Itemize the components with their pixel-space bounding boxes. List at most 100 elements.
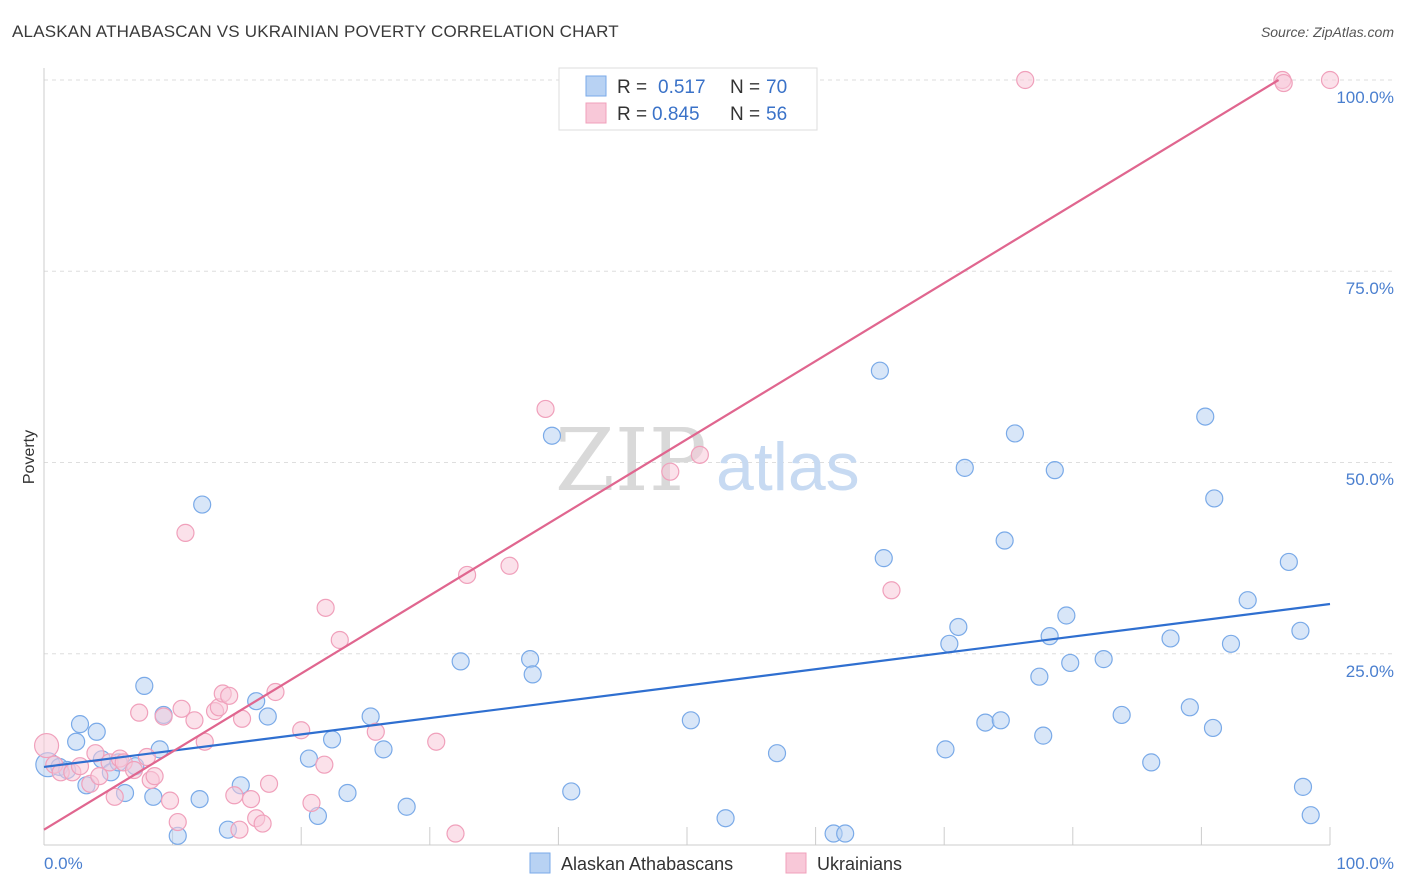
ukrainian-point-17 (154, 707, 173, 726)
stats-n-value-athabascans: 70 (766, 77, 787, 98)
athabascan-point-57 (1112, 705, 1131, 725)
x-tick-label-min: 0.0% (44, 854, 83, 873)
y-tick-label-75: 75.0% (1346, 279, 1394, 298)
ukrainian-point-50 (1016, 70, 1035, 90)
ukrainian-point-47 (661, 462, 680, 481)
athabascan-point-66 (1279, 552, 1298, 572)
points-alaskan-athabascans (35, 361, 1320, 845)
athabascan-point-34 (562, 782, 581, 801)
ukrainian-point-53 (1274, 73, 1293, 93)
stats-swatch-athabascans (585, 75, 607, 97)
athabascan-point-40 (870, 361, 890, 380)
athabascan-point-58 (1142, 753, 1161, 772)
athabascan-point-41 (874, 549, 893, 568)
legend-label-athabascans: Alaskan Athabascans (561, 854, 733, 874)
x-tick-label-max: 100.0% (1336, 854, 1394, 873)
athabascan-point-37 (767, 744, 787, 763)
athabascan-point-60 (1180, 698, 1199, 717)
athabascan-point-56 (1094, 650, 1113, 669)
chart-title: ALASKAN ATHABASCAN VS UKRAINIAN POVERTY … (12, 22, 619, 41)
watermark-zip: ZIP (555, 411, 707, 511)
athabascan-point-29 (397, 797, 416, 816)
athabascan-point-43 (940, 634, 959, 653)
athabascan-point-22 (258, 707, 277, 726)
legend-label-ukrainians: Ukrainians (817, 854, 902, 874)
ukrainian-point-6 (86, 744, 105, 763)
athabascan-point-23 (299, 749, 319, 768)
ukrainian-point-38 (315, 755, 334, 774)
stats-r-value-ukrainians: 0.845 (652, 104, 700, 125)
legend-swatch-athabascans (529, 852, 551, 874)
stats-r-label-ukrainians: R = (617, 104, 647, 125)
ukrainian-point-21 (176, 523, 195, 542)
athabascan-point-4 (70, 715, 90, 734)
athabascan-point-52 (1040, 627, 1059, 646)
ukrainian-point-37 (302, 793, 321, 813)
athabascan-point-13 (144, 787, 163, 806)
stats-n-value-ukrainians: 56 (766, 104, 787, 125)
ukrainian-point-45 (500, 556, 519, 575)
athabascan-point-63 (1205, 489, 1224, 508)
ukrainian-point-29 (230, 820, 249, 839)
athabascan-point-55 (1061, 653, 1080, 673)
ukrainian-point-27 (220, 686, 239, 705)
athabascan-point-18 (193, 495, 212, 514)
ukrainian-point-22 (185, 711, 204, 730)
ukrainian-point-49 (882, 581, 901, 600)
athabascan-point-68 (1293, 777, 1313, 796)
athabascan-point-47 (991, 711, 1010, 730)
ukrainian-point-16 (145, 767, 164, 786)
athabascan-point-17 (190, 789, 209, 809)
athabascan-point-32 (523, 665, 542, 684)
ukrainian-point-0 (33, 732, 60, 759)
athabascan-point-6 (87, 722, 106, 741)
ukrainian-point-48 (690, 445, 709, 464)
ukrainian-point-31 (241, 789, 261, 809)
athabascan-point-30 (451, 652, 470, 671)
stats-legend: R = 0.517 N = 70 R = 0.845 N = 56 (558, 67, 818, 131)
athabascan-point-53 (1045, 461, 1064, 480)
legend-swatch-ukrainians (785, 852, 807, 874)
athabascan-point-28 (374, 740, 393, 759)
ukrainian-point-18 (160, 791, 180, 810)
athabascan-point-33 (542, 426, 562, 445)
athabascan-point-39 (836, 824, 855, 843)
athabascan-point-64 (1221, 634, 1241, 653)
ukrainian-point-46 (536, 399, 555, 419)
athabascan-point-42 (936, 740, 955, 759)
athabascan-point-48 (995, 531, 1014, 550)
ukrainian-point-28 (225, 786, 244, 805)
stats-r-label-athabascans: R = (617, 77, 647, 98)
stats-r-value-athabascans: 0.517 (658, 77, 706, 98)
ukrainian-point-13 (130, 703, 149, 722)
athabascan-point-44 (949, 617, 968, 637)
ukrainian-point-20 (172, 699, 191, 718)
stats-n-label-ukrainians: N = (730, 104, 760, 125)
athabascan-point-46 (976, 713, 995, 732)
y-tick-label-100: 100.0% (1336, 88, 1394, 107)
ukrainian-point-33 (253, 814, 272, 833)
ukrainian-point-43 (446, 824, 465, 843)
ukrainian-point-39 (316, 598, 335, 617)
athabascan-point-69 (1301, 806, 1320, 825)
y-axis-title: Poverty (21, 430, 38, 484)
ukrainian-point-4 (70, 757, 90, 776)
gridlines (44, 79, 1394, 655)
athabascan-point-27 (361, 707, 380, 726)
athabascan-point-31 (521, 650, 540, 669)
athabascan-point-45 (955, 458, 974, 477)
y-tick-label-50: 50.0% (1346, 470, 1394, 489)
trend-lines (43, 79, 1331, 831)
ukrainian-point-34 (259, 774, 279, 793)
ukrainian-point-9 (105, 787, 124, 806)
athabascan-point-51 (1034, 726, 1053, 745)
ukrainian-point-7 (90, 767, 109, 786)
ukrainian-point-52 (1320, 70, 1340, 90)
ukrainian-point-40 (330, 630, 349, 650)
athabascan-point-54 (1057, 606, 1076, 625)
athabascan-point-61 (1196, 407, 1215, 426)
watermark-atlas: atlas (716, 429, 860, 505)
athabascan-point-35 (681, 711, 700, 730)
athabascan-point-49 (1005, 424, 1025, 443)
